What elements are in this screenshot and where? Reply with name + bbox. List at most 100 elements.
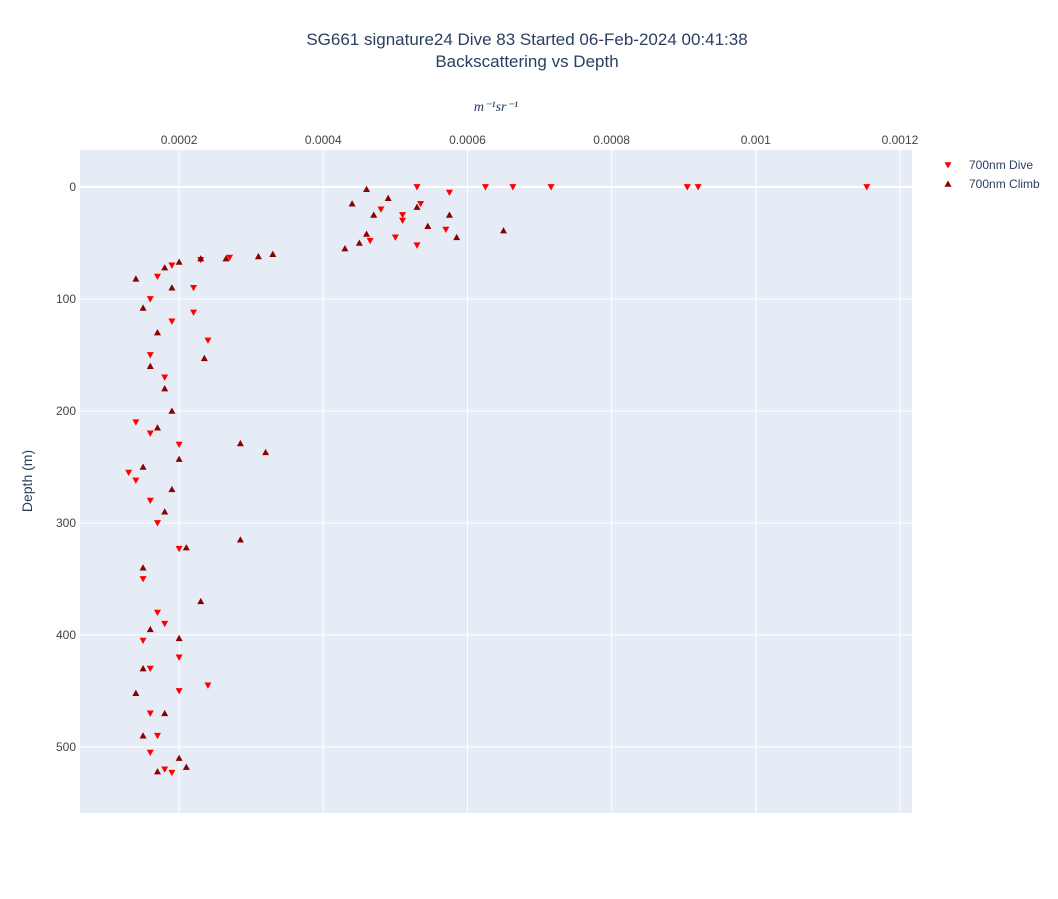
data-point: [153, 520, 161, 527]
data-point: [175, 441, 183, 449]
chart-subtitle: Backscattering vs Depth: [435, 52, 618, 71]
data-point: [175, 455, 183, 462]
data-point: [413, 242, 421, 249]
data-point: [139, 576, 147, 583]
data-point: [153, 768, 161, 775]
data-point: [377, 206, 385, 213]
data-point: [222, 255, 230, 262]
data-point: [355, 239, 363, 246]
y-tick-label: 0: [69, 180, 76, 194]
data-point: [236, 439, 244, 447]
data-point: [146, 362, 154, 369]
legend-marker: [944, 162, 952, 169]
data-point: [182, 763, 190, 770]
data-point: [442, 226, 450, 234]
data-point: [348, 200, 356, 207]
data-point: [694, 184, 702, 191]
data-point: [509, 184, 517, 191]
data-point: [132, 275, 140, 282]
data-point: [153, 424, 161, 431]
data-point: [139, 637, 147, 645]
data-point: [132, 419, 140, 426]
data-point: [139, 463, 147, 470]
data-point: [499, 227, 507, 234]
chart-title: SG661 signature24 Dive 83 Started 06-Feb…: [306, 30, 747, 49]
x-tick-label: 0.0002: [161, 133, 198, 147]
data-point: [146, 430, 154, 437]
data-point: [139, 732, 147, 739]
x-tick-label: 0.0004: [305, 133, 342, 147]
legend-label: 700nm Dive: [969, 158, 1033, 172]
y-tick-label: 400: [56, 628, 76, 642]
legend-marker: [944, 180, 952, 187]
data-point: [161, 264, 169, 271]
data-point: [547, 184, 555, 191]
data-point: [445, 189, 453, 197]
data-point: [204, 337, 212, 344]
data-point: [132, 689, 140, 696]
x-tick-label: 0.0006: [449, 133, 486, 147]
y-tick-label: 500: [56, 740, 76, 754]
data-point: [168, 407, 176, 414]
data-point: [175, 654, 183, 661]
data-point: [132, 477, 140, 484]
data-point: [363, 185, 371, 192]
data-point: [262, 448, 270, 456]
x-tick-label: 0.0008: [593, 133, 630, 147]
y-axis-title: Depth (m): [19, 450, 35, 512]
y-tick-label: 200: [56, 404, 76, 418]
data-point: [139, 665, 147, 672]
data-point: [363, 230, 371, 237]
data-point: [204, 682, 212, 689]
data-point: [175, 754, 183, 761]
data-point: [161, 709, 169, 717]
data-point: [863, 184, 871, 191]
data-point: [683, 184, 691, 191]
data-point: [269, 250, 277, 257]
legend-label: 700nm Climb: [969, 177, 1040, 191]
data-point: [175, 545, 183, 553]
data-point: [399, 217, 407, 225]
x-axis-title: m⁻¹sr⁻¹: [474, 100, 518, 115]
data-point: [445, 211, 453, 218]
data-point: [153, 609, 161, 617]
data-point: [168, 318, 176, 325]
data-point: [161, 508, 169, 515]
data-point: [153, 273, 161, 281]
data-point: [168, 769, 176, 777]
plot-area: [80, 150, 912, 813]
data-point: [226, 254, 234, 262]
data-point: [200, 354, 208, 362]
data-point: [190, 284, 198, 292]
data-point: [168, 485, 176, 493]
x-tick-label: 0.001: [741, 133, 771, 147]
data-point: [146, 665, 154, 673]
data-point: [370, 211, 378, 218]
data-point: [417, 200, 425, 208]
data-point: [146, 497, 154, 505]
data-point: [197, 597, 205, 605]
data-point: [153, 732, 161, 740]
data-point: [236, 536, 244, 543]
data-point: [182, 544, 190, 551]
data-point: [146, 749, 154, 757]
data-point: [175, 258, 183, 265]
data-point: [161, 374, 169, 381]
data-point: [161, 620, 169, 628]
data-point: [413, 203, 421, 210]
data-point: [384, 194, 392, 201]
data-point: [168, 284, 176, 291]
data-point: [146, 625, 154, 633]
y-tick-label: 300: [56, 516, 76, 530]
data-point: [139, 564, 147, 571]
data-point: [161, 385, 169, 392]
data-point: [146, 352, 154, 359]
data-point: [175, 688, 183, 695]
data-point: [125, 469, 133, 477]
data-point: [481, 184, 489, 191]
data-point: [153, 329, 161, 336]
data-point: [254, 252, 262, 260]
data-point: [341, 245, 349, 252]
data-point: [413, 184, 421, 191]
